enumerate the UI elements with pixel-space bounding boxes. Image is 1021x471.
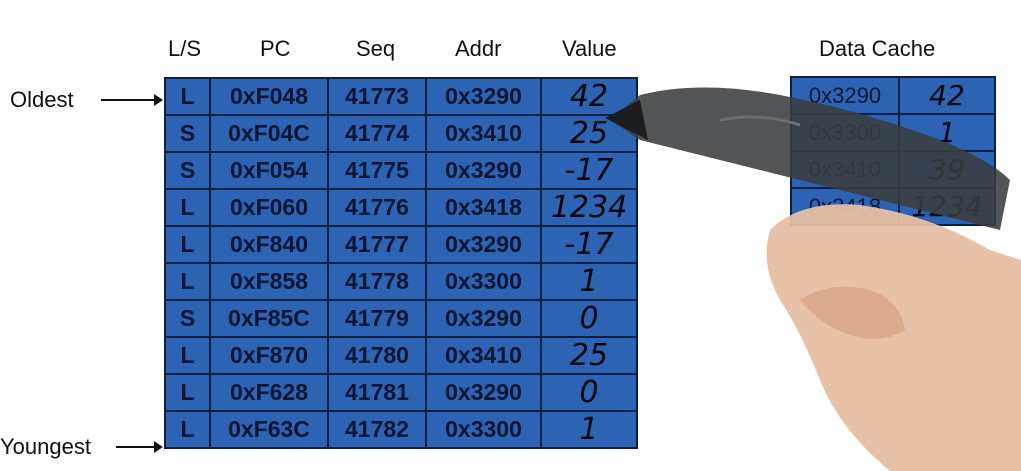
header-seq: Seq — [356, 36, 396, 61]
pc-cell: 0xF870 — [209, 336, 329, 375]
lsq-row: L 0xF048 41773 0x3290 42 — [164, 77, 638, 116]
addr-cell: 0x3290 — [425, 373, 542, 412]
addr-cell: 0x3300 — [425, 410, 542, 449]
seq-cell: 41779 — [327, 299, 427, 338]
ls-cell: L — [164, 225, 211, 264]
seq-cell: 41774 — [327, 114, 427, 153]
pc-cell: 0xF63C — [209, 410, 329, 449]
ls-cell: S — [164, 151, 211, 190]
ls-cell: S — [164, 114, 211, 153]
value-cell: 1 — [540, 262, 638, 301]
ls-cell: L — [164, 410, 211, 449]
oldest-label: Oldest — [10, 87, 74, 112]
pc-cell: 0xF85C — [209, 299, 329, 338]
value-cell: -17 — [540, 225, 638, 264]
seq-cell: 41778 — [327, 262, 427, 301]
value-cell: 25 — [540, 336, 638, 375]
lsq-row: L 0xF858 41778 0x3300 1 — [164, 262, 638, 301]
lsq-row: L 0xF628 41781 0x3290 0 — [164, 373, 638, 412]
value-cell: 1234 — [540, 188, 638, 227]
ls-cell: L — [164, 188, 211, 227]
pc-cell: 0xF054 — [209, 151, 329, 190]
header-value: Value — [562, 36, 617, 61]
pc-cell: 0xF04C — [209, 114, 329, 153]
pc-cell: 0xF840 — [209, 225, 329, 264]
addr-cell: 0x3418 — [425, 188, 542, 227]
seq-cell: 41780 — [327, 336, 427, 375]
addr-cell: 0x3290 — [425, 77, 542, 116]
ls-cell: L — [164, 77, 211, 116]
ls-cell: L — [164, 336, 211, 375]
seq-cell: 41775 — [327, 151, 427, 190]
lsq-row: L 0xF63C 41782 0x3300 1 — [164, 410, 638, 449]
youngest-label: Youngest — [0, 434, 91, 459]
youngest-arrow — [116, 441, 163, 453]
cache-value-cell: 42 — [898, 76, 996, 115]
value-cell: -17 — [540, 151, 638, 190]
data-cache-table: 0x3290 42 0x3300 1 0x3410 39 0x3418 1234 — [790, 76, 996, 226]
lsq-row: S 0xF054 41775 0x3290 -17 — [164, 151, 638, 190]
addr-cell: 0x3290 — [425, 225, 542, 264]
cache-row: 0x3290 42 — [790, 76, 996, 115]
value-cell: 0 — [540, 373, 638, 412]
seq-cell: 41782 — [327, 410, 427, 449]
pc-cell: 0xF060 — [209, 188, 329, 227]
pc-cell: 0xF048 — [209, 77, 329, 116]
header-data-cache: Data Cache — [819, 36, 936, 61]
header-addr: Addr — [455, 36, 502, 61]
ls-cell: L — [164, 373, 211, 412]
header-ls: L/S — [168, 36, 202, 61]
ls-cell: L — [164, 262, 211, 301]
cache-value-cell: 39 — [898, 150, 996, 189]
seq-cell: 41781 — [327, 373, 427, 412]
value-cell: 25 — [540, 114, 638, 153]
addr-cell: 0x3290 — [425, 151, 542, 190]
addr-cell: 0x3410 — [425, 336, 542, 375]
lsq-row: L 0xF060 41776 0x3418 1234 — [164, 188, 638, 227]
cache-addr-cell: 0x3418 — [790, 187, 900, 226]
cache-addr-cell: 0x3290 — [790, 76, 900, 115]
cache-value-cell: 1 — [898, 113, 996, 152]
value-cell: 0 — [540, 299, 638, 338]
cache-value-cell: 1234 — [898, 187, 996, 226]
lsq-row: S 0xF85C 41779 0x3290 0 — [164, 299, 638, 338]
cache-addr-cell: 0x3410 — [790, 150, 900, 189]
lsq-row: S 0xF04C 41774 0x3410 25 — [164, 114, 638, 153]
ls-cell: S — [164, 299, 211, 338]
seq-cell: 41773 — [327, 77, 427, 116]
oldest-arrow — [101, 94, 163, 106]
cache-row: 0x3410 39 — [790, 150, 996, 189]
lsq-row: L 0xF840 41777 0x3290 -17 — [164, 225, 638, 264]
cache-row: 0x3418 1234 — [790, 187, 996, 226]
cache-row: 0x3300 1 — [790, 113, 996, 152]
addr-cell: 0x3300 — [425, 262, 542, 301]
addr-cell: 0x3290 — [425, 299, 542, 338]
value-cell: 42 — [540, 77, 638, 116]
seq-cell: 41776 — [327, 188, 427, 227]
cache-addr-cell: 0x3300 — [790, 113, 900, 152]
lsq-row: L 0xF870 41780 0x3410 25 — [164, 336, 638, 375]
value-cell: 1 — [540, 410, 638, 449]
header-pc: PC — [260, 36, 291, 61]
pc-cell: 0xF858 — [209, 262, 329, 301]
pc-cell: 0xF628 — [209, 373, 329, 412]
load-store-queue-table: L 0xF048 41773 0x3290 42 S 0xF04C 41774 0x3410 25… — [164, 77, 638, 449]
seq-cell: 41777 — [327, 225, 427, 264]
addr-cell: 0x3410 — [425, 114, 542, 153]
